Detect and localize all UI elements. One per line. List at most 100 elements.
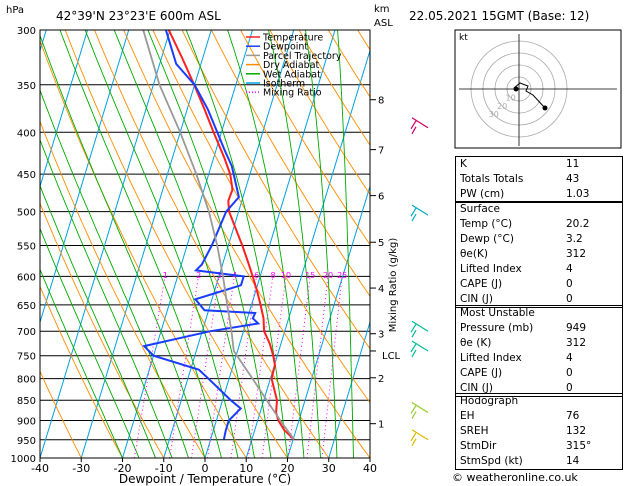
index-label: K [460,158,467,170]
hodograph-end-marker [542,105,548,111]
copyright-label: © weatheronline.co.uk [452,471,578,484]
pressure-tick-label: 800 [17,375,36,386]
hodograph-unit-label: kt [459,33,468,43]
dry-adiabat-line [181,30,370,350]
most-unstable-row: Lifted Index 4 [456,351,622,366]
isotherm-line [245,48,370,458]
pressure-tick-label: 900 [17,417,36,428]
mixing-ratio-line [321,276,343,458]
mixing-ratio-label: 15 [305,271,315,280]
x-tick-label: 30 [322,462,336,475]
index-label: Totals Totals [460,173,524,185]
wet-adiabat-line [147,30,272,458]
surface-row: Lifted Index 4 [456,262,622,277]
pressure-tick-label: 1000 [11,454,36,465]
mixing-ratio-line [247,276,274,458]
x-tick-label: -10 [155,462,173,475]
most-unstable-row: θe (K) 312 [456,336,622,351]
mixing-ratio-label: 8 [270,271,275,280]
hodograph-row: EH 76 [456,409,622,424]
indices-table: K 11 Totals Totals 43 PW (cm) 1.03 [455,156,623,203]
surface-value: 4 [566,263,573,275]
x-tick-label: 20 [281,462,295,475]
wind-barb-icon [410,402,429,419]
dry-adiabat-line [152,30,370,404]
mixing-ratio-line [169,276,199,458]
index-row: Totals Totals 43 [456,172,622,187]
profile-line-parcel-trajectory [142,30,295,440]
hodograph-value: 132 [566,425,587,437]
isotherm-line [0,30,5,458]
dry-adiabat-line [64,30,288,458]
surface-label: CAPE (J) [460,278,503,290]
isotherm-line [40,30,88,189]
surface-label: CIN (J) [460,293,493,305]
pressure-tick-label: 700 [17,327,36,338]
wet-adiabat-line [40,34,206,458]
isotherm-line [163,30,295,458]
mixing-ratio-line [207,276,235,458]
wet-adiabat-line [305,30,338,458]
surface-value: 3.2 [566,233,583,245]
wind-barb-icon [410,340,429,358]
index-label: PW (cm) [460,188,505,200]
km-tick-label: 2 [378,374,384,385]
hodograph-row: SREH 132 [456,424,622,439]
mixing-ratio-line [287,276,311,458]
isotherm-line [287,184,370,458]
legend-label: Isotherm [263,79,305,90]
location-title: 42°39'N 23°23'E 600m ASL [56,9,221,23]
mixing-ratio-label: 1 [163,271,168,280]
isotherm-line [80,30,212,458]
pressure-tick-label: 400 [17,128,36,139]
wet-adiabat-line [268,30,321,458]
legend-label: Parcel Trajectory [263,51,342,62]
surface-label: Lifted Index [460,263,522,275]
wet-adiabat-line [337,30,354,458]
wind-barb-icon [410,117,429,135]
wet-adiabat-line [227,30,305,458]
legend-label: Wet Adiabat [263,69,321,80]
most-unstable-value: 949 [566,322,587,334]
hodograph-label: SREH [460,425,489,437]
hodograph-value: 14 [566,455,580,467]
mixing-ratio-axis-title: Mixing Ratio (g/kg) [388,238,399,333]
mixing-ratio-label: 6 [254,271,259,280]
hodograph-label: StmSpd (kt) [460,455,523,467]
wind-barb-icon [410,429,429,447]
dry-adiabat-line [40,370,82,458]
isotherm-line [40,30,171,458]
dry-adiabat-line [40,202,165,458]
pressure-tick-label: 850 [17,396,36,407]
pressure-tick-label: 600 [17,272,36,283]
mixing-ratio-label: 2 [196,271,201,280]
wet-adiabat-line [185,30,288,458]
wet-adiabat-line [113,30,255,458]
isotherm-line [328,320,370,458]
dry-adiabat-line [210,30,370,297]
hodograph-value: 315° [566,440,592,452]
wind-barb-icon [410,320,429,338]
surface-row: Dewp (°C) 3.2 [456,232,622,247]
pressure-tick-label: 450 [17,170,36,181]
hodograph-table: Hodograph EH 76 SREH 132 StmDir 315° StmSpd (k… [455,393,623,470]
hodograph-ring-label: 20 [497,102,507,111]
surface-row: CAPE (J) 0 [456,277,622,292]
pressure-tick-label: 750 [17,352,36,363]
dry-adiabat-line [123,30,370,458]
legend-label: Mixing Ratio [263,88,322,99]
mixing-ratio-line [230,276,258,458]
hodograph-ring-label: 10 [506,93,516,102]
most-unstable-label: Pressure (mb) [460,322,534,334]
pressure-tick-label: 550 [17,241,36,252]
km-tick-label: 5 [378,238,384,249]
surface-title: Surface [460,203,501,215]
dry-adiabat-line [94,30,330,458]
km-label: km [374,4,390,15]
km-tick-label: 7 [378,146,384,157]
wind-barbs [410,117,429,447]
x-tick-label: -20 [114,462,132,475]
